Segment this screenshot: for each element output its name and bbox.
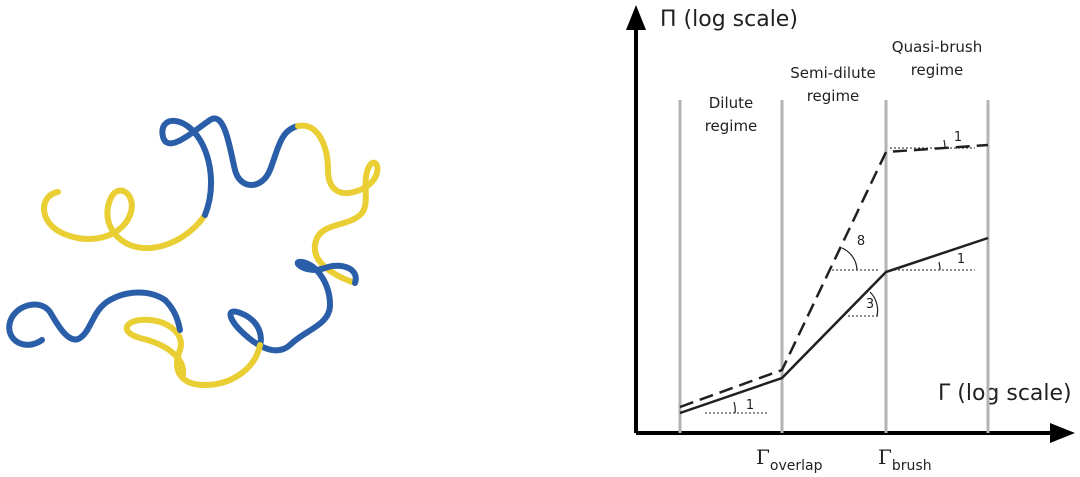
slope-label: 3: [866, 297, 874, 312]
regime-label: Dilute regime: [705, 94, 758, 135]
slope-label: 1: [957, 252, 965, 267]
regime-label: Quasi-brush regime: [892, 38, 982, 79]
slope-label: 1: [954, 130, 962, 145]
y-axis-label: Π (log scale): [660, 7, 798, 32]
regime-label: Semi-dilute regime: [790, 64, 875, 105]
slope-guides: [705, 147, 975, 414]
dashed-curve: [679, 143, 989, 409]
x-axis-label: Γ (log scale): [938, 381, 1072, 406]
solid-curve: [679, 236, 989, 415]
x-arrow: [1050, 423, 1075, 443]
x-marker: Γbrush: [878, 445, 932, 473]
slope-label: 1: [746, 398, 754, 413]
polymer-chain: [6, 115, 381, 389]
slope-arcs: [733, 139, 946, 414]
x-marker: Γoverlap: [756, 445, 823, 473]
slope-label: 8: [857, 234, 865, 249]
y-arrow: [626, 5, 646, 30]
